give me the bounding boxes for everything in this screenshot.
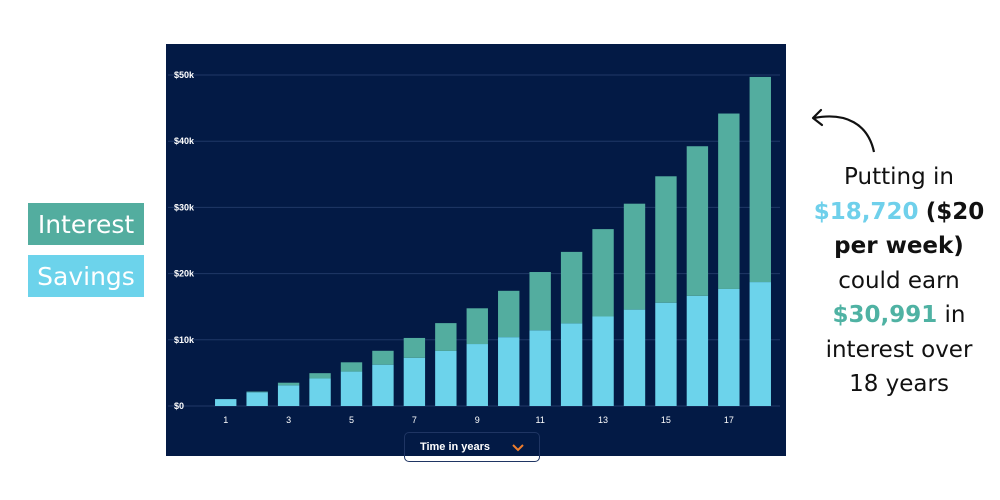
bar-savings (435, 350, 457, 406)
bar-interest (309, 373, 331, 379)
x-tick-label: 5 (349, 415, 354, 425)
x-tick-label: 9 (475, 415, 480, 425)
bar-interest (498, 290, 520, 338)
x-tick-label: 11 (535, 415, 544, 425)
x-tick-label: 13 (598, 415, 608, 425)
y-tick-label: $20k (174, 269, 195, 279)
bar-savings (560, 323, 583, 406)
bar-savings (215, 399, 237, 406)
bar-savings (592, 316, 614, 406)
bar-interest (466, 308, 488, 345)
bar-interest (592, 229, 614, 317)
bar-interest (372, 350, 394, 365)
bar-savings (623, 309, 646, 406)
savings-amount: $18,720 (813, 198, 919, 225)
bar-interest (246, 391, 268, 393)
bar-savings (749, 282, 771, 406)
bar-interest (560, 251, 583, 324)
bar-interest (403, 337, 426, 358)
bar-interest (623, 203, 646, 310)
bar-interest (686, 146, 709, 296)
weekly-note: ($20 per week) (834, 198, 985, 260)
x-tick-label: 7 (412, 415, 417, 425)
bar-interest (529, 272, 551, 331)
bar-savings (246, 392, 268, 406)
bar-savings (498, 337, 520, 406)
y-tick-label: $50k (174, 70, 195, 80)
callout-line: in interest over 18 years (825, 302, 973, 397)
bar-savings (340, 371, 363, 406)
axis-selector-label: Time in years (419, 441, 491, 453)
y-tick-label: $0 (174, 401, 184, 411)
bar-savings (372, 364, 394, 406)
bar-interest (435, 323, 457, 351)
interest-amount: $30,991 (832, 302, 938, 328)
legend-interest: Interest (28, 203, 144, 245)
x-tick-label: 1 (223, 415, 228, 425)
bar-savings (403, 357, 426, 406)
curved-arrow-icon (811, 108, 876, 153)
legend-savings: Savings (28, 255, 144, 297)
bar-interest (749, 76, 771, 283)
bar-savings (466, 344, 488, 406)
chart-panel: $0 $10k $20k $30k $40k $50k 1 3 5 7 9 11 13 15 17 Time… (166, 44, 786, 462)
bar-interest (655, 176, 677, 303)
callout-line: Putting in (844, 164, 954, 190)
x-tick-label: 17 (724, 415, 734, 425)
bar-savings (718, 288, 740, 406)
bar-savings (655, 302, 677, 406)
bar-savings (277, 385, 300, 406)
bar-savings (686, 295, 709, 406)
x-tick-label: 3 (286, 415, 291, 425)
bar-interest (277, 382, 300, 386)
bar-interest (718, 113, 740, 289)
chevron-down-icon (512, 441, 524, 454)
callout-line: could earn (838, 267, 960, 294)
x-tick-label: 15 (661, 415, 671, 425)
callout-text: Putting in $18,720 ($20 per week) could … (812, 160, 986, 402)
bar-savings (529, 330, 551, 406)
bar-interest (340, 362, 363, 372)
y-tick-label: $30k (174, 202, 195, 212)
y-tick-label: $10k (174, 335, 195, 345)
bar-savings (309, 378, 331, 406)
time-axis-selector[interactable]: Time in years (404, 432, 540, 462)
y-tick-label: $40k (174, 136, 195, 146)
